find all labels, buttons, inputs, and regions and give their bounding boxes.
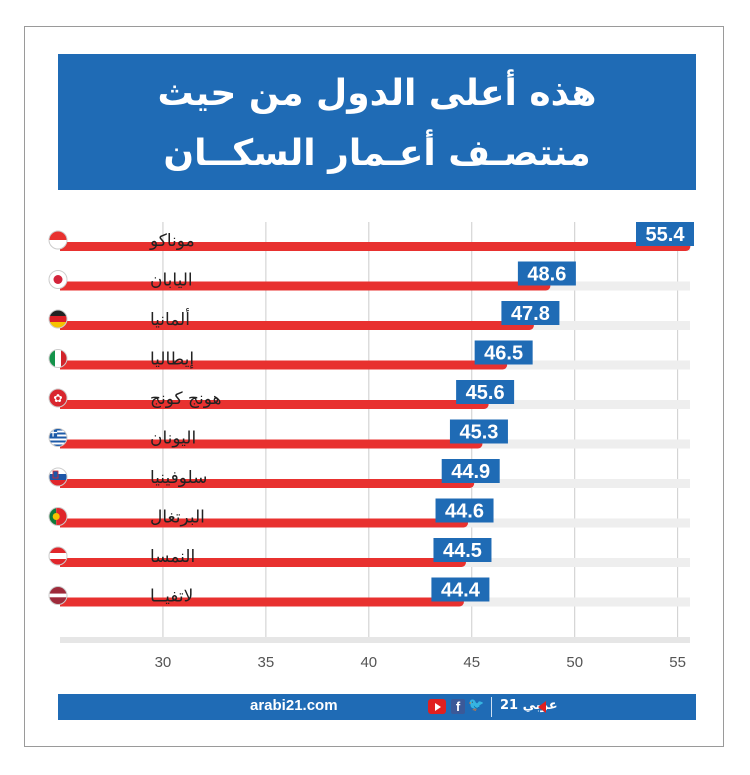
bar-row: سلوفينيا 44.9 bbox=[48, 459, 690, 488]
bar bbox=[60, 558, 462, 567]
value-label-box bbox=[474, 340, 533, 365]
bar-row: موناكو 55.4 bbox=[48, 222, 694, 251]
value-label: 44.6 bbox=[445, 501, 484, 523]
category-label: اليابان bbox=[150, 271, 193, 291]
value-label-box bbox=[501, 301, 560, 325]
x-tick-label: 50 bbox=[566, 654, 583, 671]
x-tick-label: 40 bbox=[360, 654, 377, 671]
bar-row: البرتغال 44.6 bbox=[48, 498, 690, 528]
category-label: النمسا bbox=[150, 547, 195, 567]
x-tick-label: 30 bbox=[155, 654, 172, 671]
facebook-icon[interactable]: f bbox=[451, 699, 465, 714]
category-label: البرتغال bbox=[150, 508, 205, 528]
value-label: 45.3 bbox=[459, 422, 498, 444]
value-label: 48.6 bbox=[527, 264, 566, 286]
value-label: 44.5 bbox=[443, 540, 482, 562]
bar bbox=[60, 242, 686, 251]
x-tick-label: 45 bbox=[463, 654, 480, 671]
bar-row: ✿ هونج كونج 45.6 bbox=[48, 380, 690, 409]
title-line-1: هذه أعلى الدول من حيث bbox=[157, 73, 597, 114]
bar bbox=[60, 400, 485, 409]
category-label: إيطاليا bbox=[150, 350, 194, 370]
category-label: لاتفيــا bbox=[150, 587, 193, 607]
bar bbox=[60, 597, 460, 607]
category-label: سلوفينيا bbox=[150, 468, 207, 488]
value-label: 44.9 bbox=[451, 461, 490, 483]
twitter-icon[interactable]: 🐦 bbox=[468, 698, 485, 713]
value-label-box bbox=[433, 538, 492, 562]
svg-text:✿: ✿ bbox=[53, 392, 62, 405]
value-label-box bbox=[517, 261, 576, 286]
value-label: 45.6 bbox=[466, 382, 505, 404]
value-label: 46.5 bbox=[484, 343, 523, 365]
grid-lines bbox=[60, 222, 690, 643]
bar bbox=[60, 281, 546, 291]
youtube-icon[interactable] bbox=[428, 699, 446, 714]
value-label-box bbox=[441, 459, 500, 483]
value-label-box bbox=[431, 577, 490, 602]
bar bbox=[60, 479, 470, 488]
category-label: موناكو bbox=[149, 231, 195, 251]
value-label: 47.8 bbox=[511, 303, 550, 325]
footer-bar: arabi21.com f 🐦 عربي 21 bbox=[58, 694, 696, 720]
bar-chart: موناكو 55.4 اليابان 48.6 ألمانيا 47.8 إيطاليا 4… bbox=[48, 222, 694, 671]
title-line-2: منتصـف أعـمار السكــان bbox=[163, 133, 591, 174]
brand-logo-text: عربي 21 bbox=[500, 698, 558, 713]
category-label: ألمانيا bbox=[150, 308, 190, 330]
bar-row: اليابان 48.6 bbox=[48, 261, 690, 291]
bar-row: ألمانيا 47.8 bbox=[48, 301, 690, 330]
bar-row: لاتفيــا 44.4 bbox=[48, 577, 690, 607]
bar bbox=[60, 360, 503, 370]
value-label-box bbox=[456, 380, 515, 404]
category-label: هونج كونج bbox=[150, 389, 221, 409]
value-label: 44.4 bbox=[441, 580, 481, 602]
bar bbox=[60, 439, 478, 449]
bars: موناكو 55.4 اليابان 48.6 ألمانيا 47.8 إيطاليا 4… bbox=[48, 222, 694, 607]
category-label: اليونان bbox=[150, 429, 196, 449]
bar-row: النمسا 44.5 bbox=[48, 538, 690, 567]
value-label-box bbox=[636, 222, 694, 246]
bar-row: إيطاليا 46.5 bbox=[48, 340, 690, 370]
title-banner: هذه أعلى الدول من حيث منتصـف أعـمار السك… bbox=[58, 54, 696, 190]
site-url[interactable]: arabi21.com bbox=[250, 697, 338, 714]
value-label: 55.4 bbox=[646, 224, 686, 246]
bar-row: اليونان 45.3 bbox=[48, 419, 690, 449]
x-tick-label: 55 bbox=[669, 654, 686, 671]
brand-logo-icon bbox=[538, 701, 546, 713]
value-label-box bbox=[435, 498, 494, 523]
x-tick-label: 35 bbox=[258, 654, 275, 671]
bar bbox=[60, 321, 530, 330]
value-label-box bbox=[449, 419, 508, 444]
bar bbox=[60, 518, 464, 528]
footer-divider bbox=[491, 697, 492, 717]
x-axis-ticks: 30 35 40 45 50 55 bbox=[155, 654, 686, 671]
